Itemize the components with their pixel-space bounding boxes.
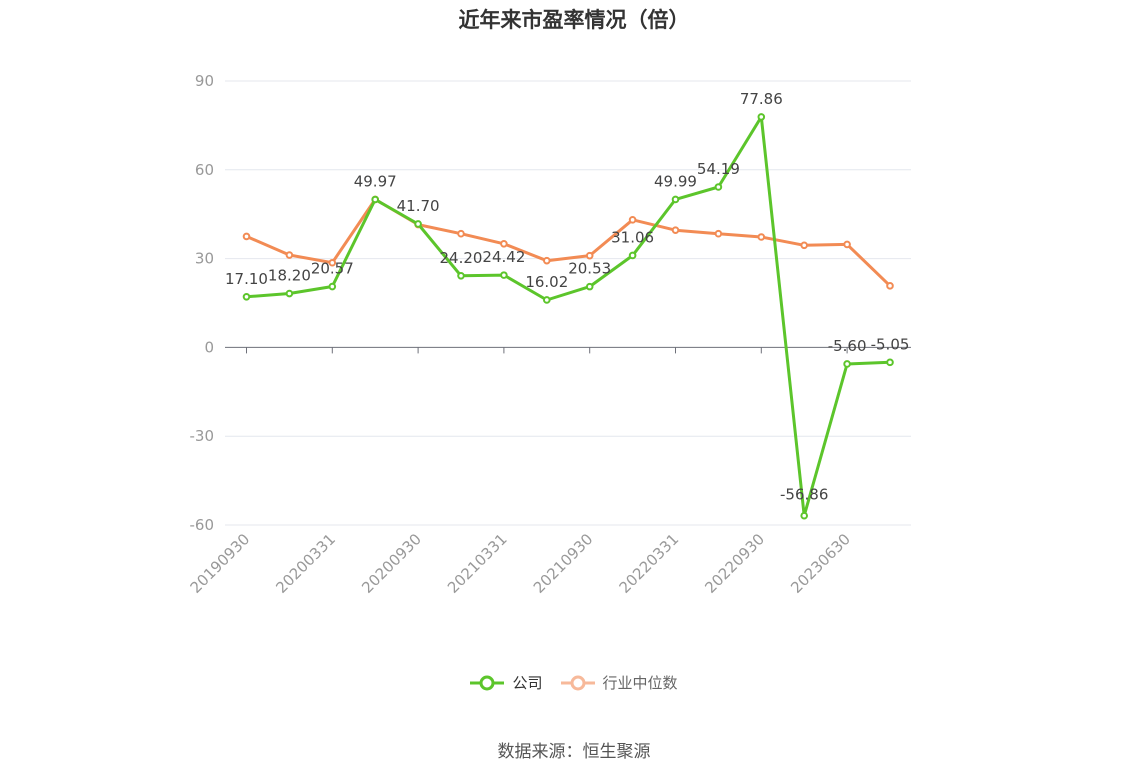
grid-layer <box>225 80 911 526</box>
y-tick-label: -30 <box>190 427 215 445</box>
data-label: 16.02 <box>525 273 568 291</box>
data-point-0 <box>414 220 422 228</box>
line-chart: -60 -30 0 30 60 90 20190930 20200331 20200930 202… <box>187 72 911 597</box>
data-point-1 <box>543 256 551 265</box>
legend-company-label: 公司 <box>512 674 543 692</box>
legend-company-marker <box>470 675 505 690</box>
x-tick-label: 20230630 <box>787 530 854 597</box>
data-point-1 <box>242 232 251 241</box>
data-point-0 <box>671 195 680 204</box>
data-point-1 <box>886 282 894 290</box>
y-tick-label: 90 <box>195 72 214 90</box>
data-label: 17.10 <box>225 270 268 288</box>
data-label: 49.99 <box>654 172 697 190</box>
data-point-1 <box>757 233 766 241</box>
x-tick-label: 20210331 <box>444 530 511 597</box>
data-point-0 <box>800 511 809 520</box>
data-label: 24.42 <box>482 248 525 266</box>
data-point-0 <box>328 282 337 291</box>
data-label: 49.97 <box>354 172 397 190</box>
x-tick-label: 20190930 <box>187 530 254 597</box>
y-tick-label: 30 <box>195 250 214 268</box>
data-point-0 <box>585 282 594 291</box>
data-label: 31.06 <box>611 228 654 246</box>
legend: 公司 行业中位数 <box>0 672 1148 693</box>
data-point-1 <box>714 229 723 238</box>
legend-industry-label: 行业中位数 <box>602 674 678 692</box>
data-label: -5.05 <box>871 335 910 353</box>
x-tick-label: 20200930 <box>358 530 425 597</box>
data-point-0 <box>371 195 380 204</box>
data-point-1 <box>800 241 809 250</box>
data-point-1 <box>500 240 508 248</box>
legend-industry-marker <box>560 675 595 690</box>
x-tick-label: 20220930 <box>701 530 768 597</box>
x-tick-label: 20200331 <box>272 530 339 597</box>
series-line-1 <box>245 197 892 287</box>
chart-title: 近年来市盈率情况（倍） <box>458 8 690 32</box>
source-note: 数据来源：恒生聚源 <box>497 742 651 762</box>
data-label: 20.57 <box>311 260 354 278</box>
data-point-1 <box>457 229 465 238</box>
data-point-0 <box>628 251 637 260</box>
data-point-0 <box>886 358 894 367</box>
data-point-1 <box>328 258 337 267</box>
data-label: -56.86 <box>780 486 828 504</box>
data-point-1 <box>628 216 637 224</box>
legend-item-company[interactable]: 公司 <box>470 672 543 693</box>
data-point-1 <box>843 240 851 249</box>
series-layer <box>242 113 894 520</box>
y-tick-label: -60 <box>190 516 215 534</box>
data-point-0 <box>543 296 551 304</box>
data-label: -5.60 <box>828 337 867 355</box>
legend-item-industry-median[interactable]: 行业中位数 <box>560 672 678 693</box>
data-label: 18.20 <box>268 267 311 285</box>
data-point-0 <box>457 271 465 280</box>
data-point-0 <box>843 360 851 368</box>
data-point-0 <box>714 183 723 191</box>
data-label: 77.86 <box>740 90 783 108</box>
x-tick-label: 20220331 <box>616 530 683 597</box>
data-point-0 <box>500 271 508 279</box>
data-label: 20.53 <box>568 260 611 278</box>
series-line-0 <box>246 115 891 518</box>
data-point-0 <box>757 113 766 121</box>
data-label: 54.19 <box>697 160 740 178</box>
data-point-1 <box>671 226 680 234</box>
data-point-1 <box>285 251 294 259</box>
data-label: 24.20 <box>440 249 483 267</box>
y-tick-label: 0 <box>204 338 214 356</box>
y-tick-label: 60 <box>195 161 214 179</box>
x-tick-label: 20210930 <box>530 530 597 597</box>
data-point-0 <box>285 289 294 298</box>
data-label: 41.70 <box>397 197 440 215</box>
data-point-0 <box>242 292 251 301</box>
data-point-1 <box>585 251 594 260</box>
